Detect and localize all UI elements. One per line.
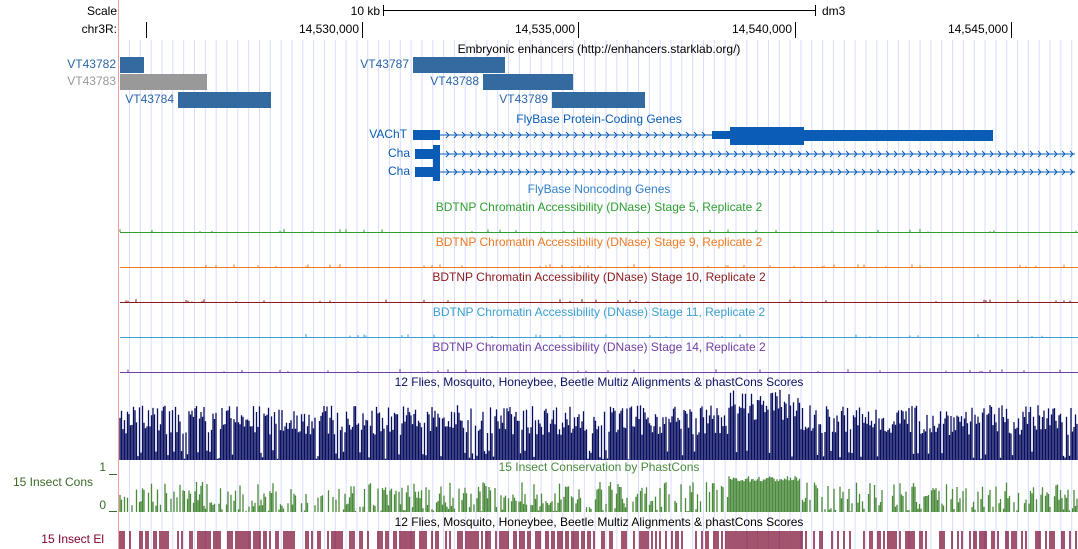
track-title: BDTNP Chromatin Accessibility (DNase) St… (436, 235, 763, 249)
strand-arrows (445, 131, 706, 139)
strand-arrows (445, 150, 1074, 158)
exon (433, 145, 440, 163)
enhancer-label: VT43788 (430, 74, 479, 88)
track-label: 15 Insect Cons (13, 475, 93, 489)
exon (730, 127, 804, 145)
enhancer-label: VT43783 (67, 74, 116, 88)
track-title: 15 Insect Conservation by PhastCons (499, 460, 700, 474)
ruler-tick-label: 14,540,000 (732, 22, 792, 36)
enhancer (483, 74, 573, 90)
scale-label: Scale (87, 4, 117, 18)
exon (433, 163, 440, 181)
ruler-tick-label: 14,545,000 (948, 22, 1008, 36)
track-title: BDTNP Chromatin Accessibility (DNase) St… (432, 270, 766, 284)
axis-label: 0 (99, 498, 106, 512)
track-label: 15 Insect El (41, 532, 104, 546)
track-title: Embryonic enhancers (http://enhancers.st… (458, 42, 741, 56)
grid (129, 40, 1073, 549)
assembly: dm3 (822, 4, 846, 18)
exon (712, 131, 730, 139)
track-title: BDTNP Chromatin Accessibility (DNase) St… (432, 340, 766, 354)
ruler-tick-label: 14,535,000 (515, 22, 575, 36)
enhancer-label: VT43789 (499, 92, 548, 106)
enhancer-label: VT43787 (360, 57, 409, 71)
dnase-signal (305, 334, 1043, 337)
track-title: 12 Flies, Mosquito, Honeybee, Beetle Mul… (395, 375, 804, 389)
exon (415, 149, 433, 159)
axis-label: 1 (99, 460, 106, 474)
multiz-wiggle (119, 390, 1078, 460)
dnase-signal (127, 369, 1061, 372)
dnase-signal (125, 299, 1071, 302)
dnase-signal (119, 229, 1077, 232)
gene-label: Cha (388, 146, 410, 160)
track-title: BDTNP Chromatin Accessibility (DNase) St… (436, 200, 763, 214)
exon (413, 130, 440, 140)
strand-arrows (445, 168, 1074, 176)
track-title: 12 Flies, Mosquito, Honeybee, Beetle Mul… (395, 515, 804, 529)
enhancer (120, 74, 207, 90)
cons-wiggle (119, 476, 1078, 512)
scale-text: 10 kb (351, 4, 381, 18)
ruler-tick-label: 14,530,000 (299, 22, 359, 36)
exon (415, 167, 433, 177)
track-title: FlyBase Protein-Coding Genes (516, 112, 681, 126)
enhancer (413, 57, 505, 73)
enhancer (120, 57, 144, 73)
element-bars (119, 531, 1077, 549)
gene-label: Cha (388, 164, 410, 178)
chrom-label: chr3R: (82, 22, 117, 36)
enhancer (552, 92, 645, 108)
exon (804, 130, 993, 141)
dnase-signal (205, 264, 1065, 267)
gene-label: VAChT (369, 127, 407, 141)
track-title: BDTNP Chromatin Accessibility (DNase) St… (433, 305, 766, 319)
enhancer (178, 92, 271, 108)
enhancer-label: VT43782 (67, 57, 116, 71)
enhancer-label: VT43784 (125, 92, 174, 106)
track-title: FlyBase Noncoding Genes (528, 182, 671, 196)
